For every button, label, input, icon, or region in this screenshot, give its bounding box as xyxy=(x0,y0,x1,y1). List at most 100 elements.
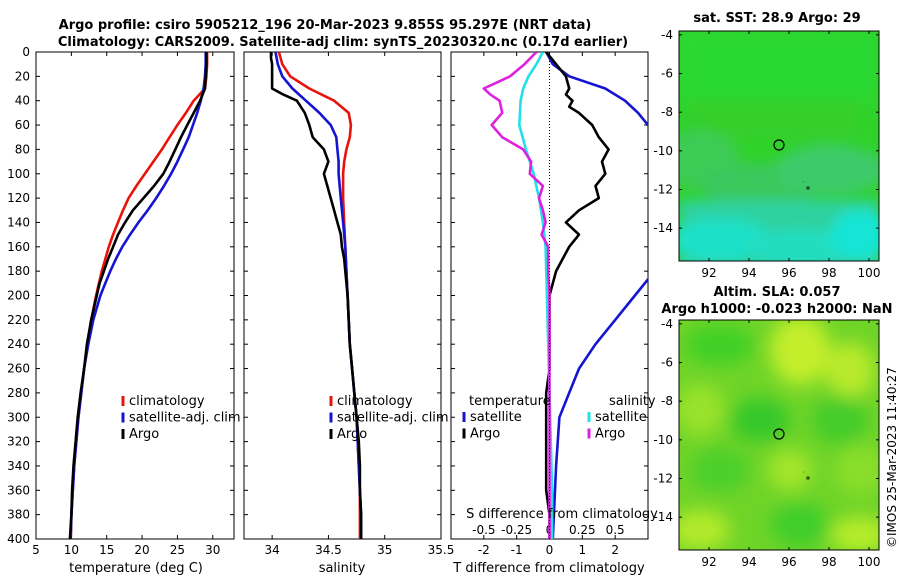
map-x-tick-label: 94 xyxy=(741,555,756,569)
temperature-xlabel: temperature (deg C) xyxy=(69,561,203,576)
map-x-tick-label: 92 xyxy=(701,555,716,569)
sla-island-outline xyxy=(803,471,810,480)
diff-legend-salinity-title: salinity xyxy=(609,394,656,409)
y-tick-label: 200 xyxy=(7,289,30,303)
sst-map-title: sat. SST: 28.9 Argo: 29 xyxy=(693,11,860,26)
diff-legend-sal-label: satellite xyxy=(595,410,647,425)
x-tick-label: 35.5 xyxy=(428,543,455,557)
diff-legend-temperature-title: temperature xyxy=(469,394,551,409)
salinity-axes xyxy=(243,51,442,540)
y-tick-label: 400 xyxy=(7,532,30,546)
x2-tick-label: -0.25 xyxy=(501,523,532,537)
temp-legend-label: Argo xyxy=(129,427,159,442)
map-x-tick-label: 100 xyxy=(858,555,881,569)
x-tick-label: -1 xyxy=(511,543,523,557)
figure-title-line2: Climatology: CARS2009. Satellite-adj cli… xyxy=(58,35,628,50)
y-tick-label: 0 xyxy=(22,45,30,59)
x2-tick-label: 0.25 xyxy=(569,523,596,537)
x2-tick-label: -0.5 xyxy=(472,523,495,537)
y-tick-label: 360 xyxy=(7,483,30,497)
map-x-tick-label: 100 xyxy=(858,266,881,280)
y-tick-label: 240 xyxy=(7,337,30,351)
sst-map-frame xyxy=(678,30,880,262)
x-tick-label: 20 xyxy=(134,543,149,557)
map-y-tick-label: -10 xyxy=(653,144,673,158)
temperature-axes xyxy=(35,51,235,540)
series-line-salinity-argo xyxy=(482,52,551,539)
y-tick-label: 80 xyxy=(15,142,30,156)
salinity-xlabel: salinity xyxy=(319,561,366,576)
map-x-tick-label: 98 xyxy=(821,266,836,280)
map-y-tick-label: -6 xyxy=(661,356,673,370)
x-tick-label: 34 xyxy=(265,543,280,557)
sst-map xyxy=(679,31,879,261)
diff-legend-temp-label: satellite xyxy=(470,410,522,425)
sal-legend-label: climatology xyxy=(337,394,413,409)
x-tick-label: 5 xyxy=(32,543,40,557)
y-tick-label: 260 xyxy=(7,362,30,376)
map-x-tick-label: 92 xyxy=(701,266,716,280)
y-tick-label: 160 xyxy=(7,240,30,254)
series-line-satellite-adj-clim xyxy=(69,52,207,539)
map-y-tick-label: -10 xyxy=(653,433,673,447)
figure-title-line1: Argo profile: csiro 5905212_196 20-Mar-2… xyxy=(59,18,592,33)
y-tick-label: 120 xyxy=(7,191,30,205)
map-y-tick-label: -12 xyxy=(653,182,673,196)
y-tick-label: 40 xyxy=(15,94,30,108)
x-tick-label: 2 xyxy=(611,543,619,557)
series-line-temperature-argo xyxy=(544,52,610,539)
map-x-tick-label: 96 xyxy=(781,555,796,569)
sla-map-title: Altim. SLA: 0.057 xyxy=(714,285,841,300)
map-y-tick-label: -14 xyxy=(653,221,673,235)
series-line-temperature-satellite xyxy=(545,52,648,539)
y-tick-label: 20 xyxy=(15,69,30,83)
sst-island-outline xyxy=(803,181,810,190)
sla-map-subtitle: Argo h1000: -0.023 h2000: NaN xyxy=(661,302,892,317)
x-tick-label: 35 xyxy=(377,543,392,557)
footer-timestamp: ©IMOS 25-Mar-2023 11:40:27 xyxy=(885,367,899,548)
x2-tick-label: 0.5 xyxy=(606,523,625,537)
map-y-tick-label: -12 xyxy=(653,471,673,485)
map-y-tick-label: -8 xyxy=(661,105,673,119)
y-tick-label: 140 xyxy=(7,215,30,229)
series-line-argo xyxy=(269,52,363,539)
difference-xlabel: T difference from climatology xyxy=(452,561,645,576)
sla-map xyxy=(679,320,879,550)
x-tick-label: 25 xyxy=(170,543,185,557)
sst-argo-marker xyxy=(773,139,785,151)
map-x-tick-label: 96 xyxy=(781,266,796,280)
x-tick-label: 15 xyxy=(99,543,114,557)
x-tick-label: -2 xyxy=(478,543,490,557)
x-tick-label: 10 xyxy=(64,543,79,557)
map-x-tick-label: 98 xyxy=(821,555,836,569)
x-tick-label: 34.5 xyxy=(315,543,342,557)
map-y-tick-label: -8 xyxy=(661,394,673,408)
y-tick-label: 220 xyxy=(7,313,30,327)
map-y-tick-label: -14 xyxy=(653,510,673,524)
difference-x2label: S difference from climatology xyxy=(466,507,658,522)
map-y-tick-label: -4 xyxy=(661,317,673,331)
sal-legend-label: satellite-adj. clim xyxy=(337,411,449,426)
y-tick-label: 380 xyxy=(7,508,30,522)
temp-legend-label: climatology xyxy=(129,394,205,409)
x-tick-label: 30 xyxy=(205,543,220,557)
sla-map-frame xyxy=(678,319,880,551)
x-tick-label: 1 xyxy=(579,543,587,557)
diff-legend-temp-label: Argo xyxy=(470,427,500,442)
y-tick-label: 60 xyxy=(15,118,30,132)
diff-legend-sal-label: Argo xyxy=(595,427,625,442)
map-y-tick-label: -6 xyxy=(661,67,673,81)
sla-argo-marker xyxy=(773,428,785,440)
map-x-tick-label: 94 xyxy=(741,266,756,280)
y-tick-label: 180 xyxy=(7,264,30,278)
map-y-tick-label: -4 xyxy=(661,28,673,42)
y-tick-label: 300 xyxy=(7,410,30,424)
y-tick-label: 340 xyxy=(7,459,30,473)
y-tick-label: 320 xyxy=(7,435,30,449)
y-tick-label: 280 xyxy=(7,386,30,400)
temp-legend-label: satellite-adj. clim xyxy=(129,411,241,426)
series-line-argo xyxy=(68,52,208,539)
x-tick-label: 0 xyxy=(546,543,554,557)
sal-legend-label: Argo xyxy=(337,427,367,442)
